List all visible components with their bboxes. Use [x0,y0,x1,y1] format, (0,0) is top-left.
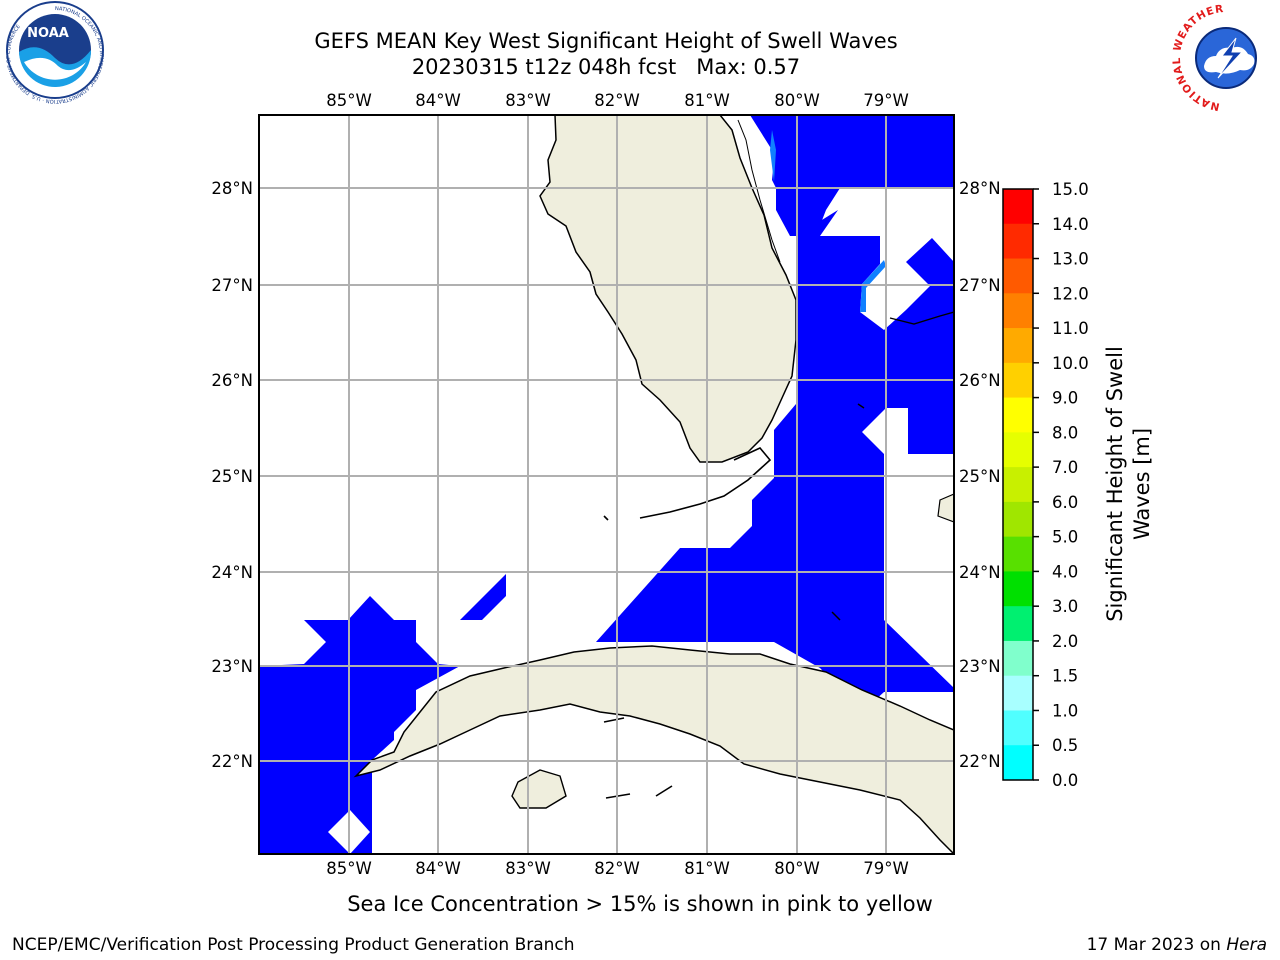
lon-label: 79°W [863,91,909,110]
footer-date: 17 Mar 2023 on Hera [1087,935,1267,955]
colorbar-swatch [1003,571,1033,607]
colorbar-tick-label: 14.0 [1052,215,1089,234]
colorbar-tick-label: 11.0 [1052,319,1089,338]
colorbar-swatch [1003,189,1033,225]
colorbar-swatch [1003,675,1033,711]
lat-label: 28°N [211,179,253,198]
lon-label: 82°W [594,91,640,110]
colorbar-label-line1: Significant Height of Swell [1103,346,1127,622]
colorbar-swatch [1003,223,1033,260]
lon-label: 85°W [326,859,372,878]
colorbar-swatch [1003,501,1033,538]
lon-label: 79°W [863,859,909,878]
colorbar-tick-label: 1.0 [1052,701,1078,720]
colorbar-tick-label: 0.0 [1052,771,1078,790]
colorbar-swatch [1003,362,1033,399]
lon-label: 85°W [326,91,372,110]
lon-label: 80°W [774,859,820,878]
lat-label: 25°N [211,467,253,486]
colorbar-tick-label: 8.0 [1052,423,1078,442]
footer-branch: NCEP/EMC/Verification Post Processing Pr… [12,935,575,955]
chart-title-line2: 20230315 t12z 048h fcst Max: 0.57 [412,55,800,79]
cuba-land [353,645,954,854]
lat-label: 24°N [959,563,1001,582]
colorbar-swatch [1003,258,1033,294]
lat-label: 26°N [959,371,1001,390]
colorbar-swatch [1003,467,1033,503]
colorbar-swatch [1003,710,1033,746]
colorbar-tick-label: 12.0 [1052,284,1089,303]
lon-label: 81°W [684,859,730,878]
sea-ice-note: Sea Ice Concentration > 15% is shown in … [347,892,933,916]
lon-label: 84°W [415,859,461,878]
lat-label: 26°N [211,371,253,390]
colorbar: 15.0 14.0 13.0 12.0 11.0 10.0 9.0 8.0 7.0 6.0 5.0 4… [1002,180,1154,790]
lon-label: 80°W [774,91,820,110]
lat-label: 22°N [959,752,1001,771]
colorbar-swatch [1003,397,1033,433]
colorbar-tick-label: 15.0 [1052,180,1089,199]
colorbar-tick-label: 13.0 [1052,250,1089,269]
lat-labels-left: 28°N 27°N 26°N 25°N 24°N 23°N 22°N [211,179,253,771]
lat-label: 22°N [211,752,253,771]
map-area [258,114,955,855]
lat-label: 23°N [959,657,1001,676]
lat-label: 25°N [959,467,1001,486]
lon-label: 83°W [505,91,551,110]
noaa-logo-text: NOAA [27,26,69,41]
colorbar-ticks: 15.0 14.0 13.0 12.0 11.0 10.0 9.0 8.0 7.0 6.0 5.0 4… [1033,180,1089,790]
isle-of-youth [511,769,567,809]
lon-label: 82°W [594,859,640,878]
colorbar-tick-label: 5.0 [1052,528,1078,547]
lat-label: 27°N [211,276,253,295]
noaa-logo: NATIONAL OCEANIC AND ATMOSPHERIC ADMINIS… [6,1,104,104]
colorbar-swatch [1003,328,1033,364]
colorbar-tick-label: 4.0 [1052,562,1078,581]
florida-land [539,115,797,463]
colorbar-tick-label: 7.0 [1052,458,1078,477]
colorbar-tick-label: 2.0 [1052,632,1078,651]
lon-label: 84°W [415,91,461,110]
colorbar-label: Significant Height of Swell Waves [m] [1103,346,1154,622]
colorbar-swatch [1003,606,1033,642]
colorbar-tick-label: 1.5 [1052,667,1078,686]
swell-field [259,115,954,854]
colorbar-swatch [1003,536,1033,572]
footer-date-text: 17 Mar 2023 on [1087,935,1227,955]
colorbar-swatch [1003,432,1033,468]
grid-lines [259,115,954,854]
colorbar-frame [1002,188,1034,781]
lat-labels-right: 28°N 27°N 26°N 25°N 24°N 23°N 22°N [959,179,1001,771]
lat-label: 28°N [959,179,1001,198]
lat-label: 23°N [211,657,253,676]
map-frame [258,114,955,855]
lon-label: 83°W [505,859,551,878]
lat-label: 24°N [211,563,253,582]
colorbar-swatch [1003,745,1033,781]
colorbar-swatches [1003,189,1033,781]
colorbar-tick-label: 6.0 [1052,493,1078,512]
lon-labels-bottom: 85°W 84°W 83°W 82°W 81°W 80°W 79°W [326,859,909,878]
lon-label: 81°W [684,91,730,110]
lon-labels-top: 85°W 84°W 83°W 82°W 81°W 80°W 79°W [326,91,909,110]
colorbar-tick-label: 10.0 [1052,354,1089,373]
colorbar-label-line2: Waves [m] [1130,428,1154,540]
colorbar-tick-label: 9.0 [1052,389,1078,408]
colorbar-swatch [1003,640,1033,677]
colorbar-tick-label: 3.0 [1052,597,1078,616]
colorbar-swatch [1003,293,1033,329]
colorbar-tick-label: 0.5 [1052,736,1078,755]
chart-title-line1: GEFS MEAN Key West Significant Height of… [314,29,897,53]
lat-label: 27°N [959,276,1001,295]
footer-host: Hera [1226,935,1267,955]
